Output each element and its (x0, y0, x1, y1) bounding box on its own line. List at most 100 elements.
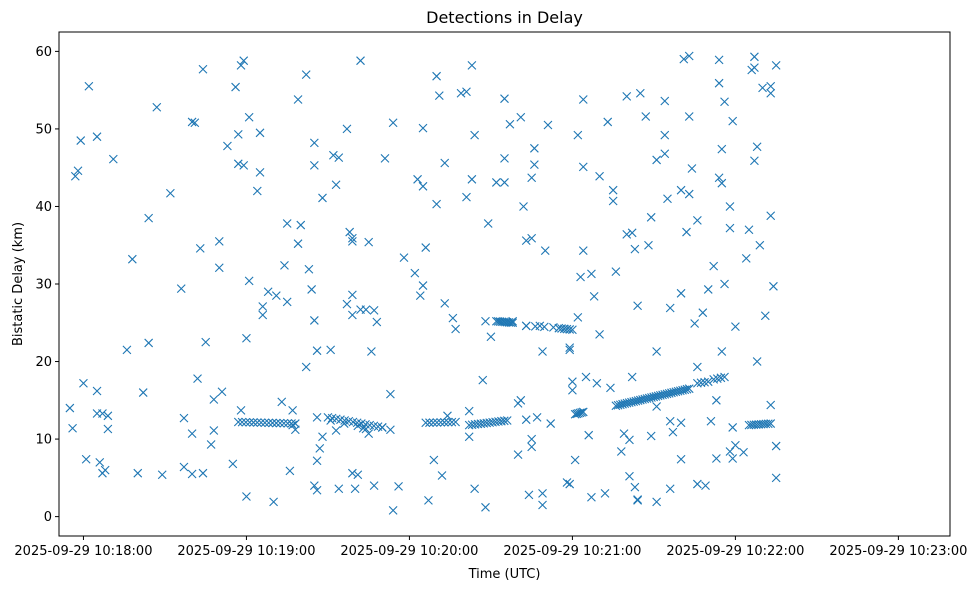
data-point-marker (750, 156, 759, 166)
data-point-marker (717, 144, 727, 154)
data-point-marker (717, 178, 727, 188)
data-point-marker (367, 347, 376, 356)
data-point-marker (440, 158, 450, 168)
data-point-marker (714, 78, 724, 88)
data-point-marker (731, 322, 740, 332)
data-point-marker (347, 468, 357, 478)
data-point-marker (287, 419, 296, 428)
data-point-marker (271, 291, 281, 301)
data-point-marker (244, 276, 254, 286)
data-point-marker (293, 239, 303, 249)
data-point-marker (505, 119, 515, 129)
data-point-marker (432, 418, 442, 427)
y-axis: 0 10 20 30 40 50 60 (35, 45, 59, 525)
data-point-marker (209, 395, 219, 404)
data-point-marker (565, 345, 575, 355)
data-point-marker (424, 495, 433, 505)
data-markers (65, 51, 781, 515)
data-point-marker (595, 171, 604, 181)
data-point-marker (502, 416, 512, 425)
data-point-marker (138, 388, 148, 397)
data-point-marker (271, 418, 281, 428)
data-point-marker (616, 447, 626, 456)
data-point-marker (766, 88, 776, 98)
data-point-marker (728, 116, 738, 126)
data-point-marker (95, 457, 105, 467)
data-point-marker (684, 384, 694, 394)
data-point-marker (179, 462, 189, 472)
data-point-marker (665, 416, 675, 426)
data-point-marker (347, 310, 357, 320)
data-point-marker (716, 373, 726, 383)
data-point-marker (769, 281, 778, 291)
data-point-marker (318, 193, 327, 203)
data-point-marker (481, 316, 490, 326)
data-point-marker (635, 88, 645, 98)
data-point-marker (644, 240, 653, 250)
data-point-marker (521, 321, 531, 331)
data-point-marker (491, 178, 501, 187)
data-point-marker (516, 112, 526, 122)
data-point-marker (144, 213, 154, 223)
data-point-marker (418, 281, 428, 290)
data-point-marker (570, 455, 580, 465)
data-point-marker (527, 173, 537, 183)
data-point-marker (252, 418, 262, 427)
data-point-marker (504, 318, 514, 327)
data-point-marker (538, 500, 547, 510)
data-point-marker (595, 330, 604, 339)
data-point-marker (652, 347, 662, 356)
data-point-marker (92, 386, 102, 396)
data-point-marker (386, 389, 395, 399)
data-point-marker (717, 347, 727, 356)
data-point-marker (256, 418, 266, 428)
data-point-marker (209, 426, 219, 435)
data-point-marker (312, 485, 322, 495)
data-point-marker (527, 233, 537, 243)
data-point-marker (731, 440, 740, 450)
data-point-marker (413, 174, 422, 184)
data-point-marker (282, 297, 292, 307)
data-point-marker (692, 378, 702, 388)
data-point-marker (652, 402, 662, 411)
data-point-marker (318, 432, 327, 442)
data-point-marker (122, 345, 132, 355)
data-point-marker (448, 313, 458, 323)
data-point-marker (279, 418, 289, 428)
data-point-marker (258, 310, 268, 320)
data-point-marker (592, 378, 602, 388)
data-point-marker (293, 95, 303, 104)
data-point-marker (578, 407, 588, 417)
data-point-marker (372, 317, 382, 327)
data-point-marker (347, 290, 357, 300)
data-point-marker (436, 418, 446, 427)
data-point-marker (361, 305, 371, 314)
data-point-marker (766, 400, 776, 410)
data-point-marker (233, 159, 243, 169)
data-point-marker (347, 236, 357, 246)
data-point-marker (233, 129, 243, 139)
data-point-marker (709, 261, 719, 271)
data-point-marker (660, 130, 670, 140)
data-point-marker (464, 406, 474, 416)
data-point-marker (364, 237, 374, 247)
data-point-marker (652, 497, 662, 507)
data-point-marker (483, 219, 493, 228)
data-point-marker (633, 301, 642, 311)
data-point-marker (201, 337, 211, 347)
data-point-marker (568, 325, 577, 335)
data-point-marker (752, 142, 762, 152)
data-point-marker (73, 166, 83, 176)
data-point-marker (309, 160, 319, 170)
data-point-marker (692, 216, 702, 225)
data-point-marker (309, 481, 319, 490)
data-point-marker (668, 427, 678, 437)
data-point-marker (568, 377, 577, 387)
data-point-marker (622, 229, 632, 239)
data-point-marker (760, 311, 770, 321)
data-point-marker (500, 94, 509, 104)
data-point-marker (606, 383, 615, 393)
data-point-marker (573, 408, 583, 418)
data-point-marker (728, 423, 738, 432)
data-point-marker (68, 423, 77, 433)
